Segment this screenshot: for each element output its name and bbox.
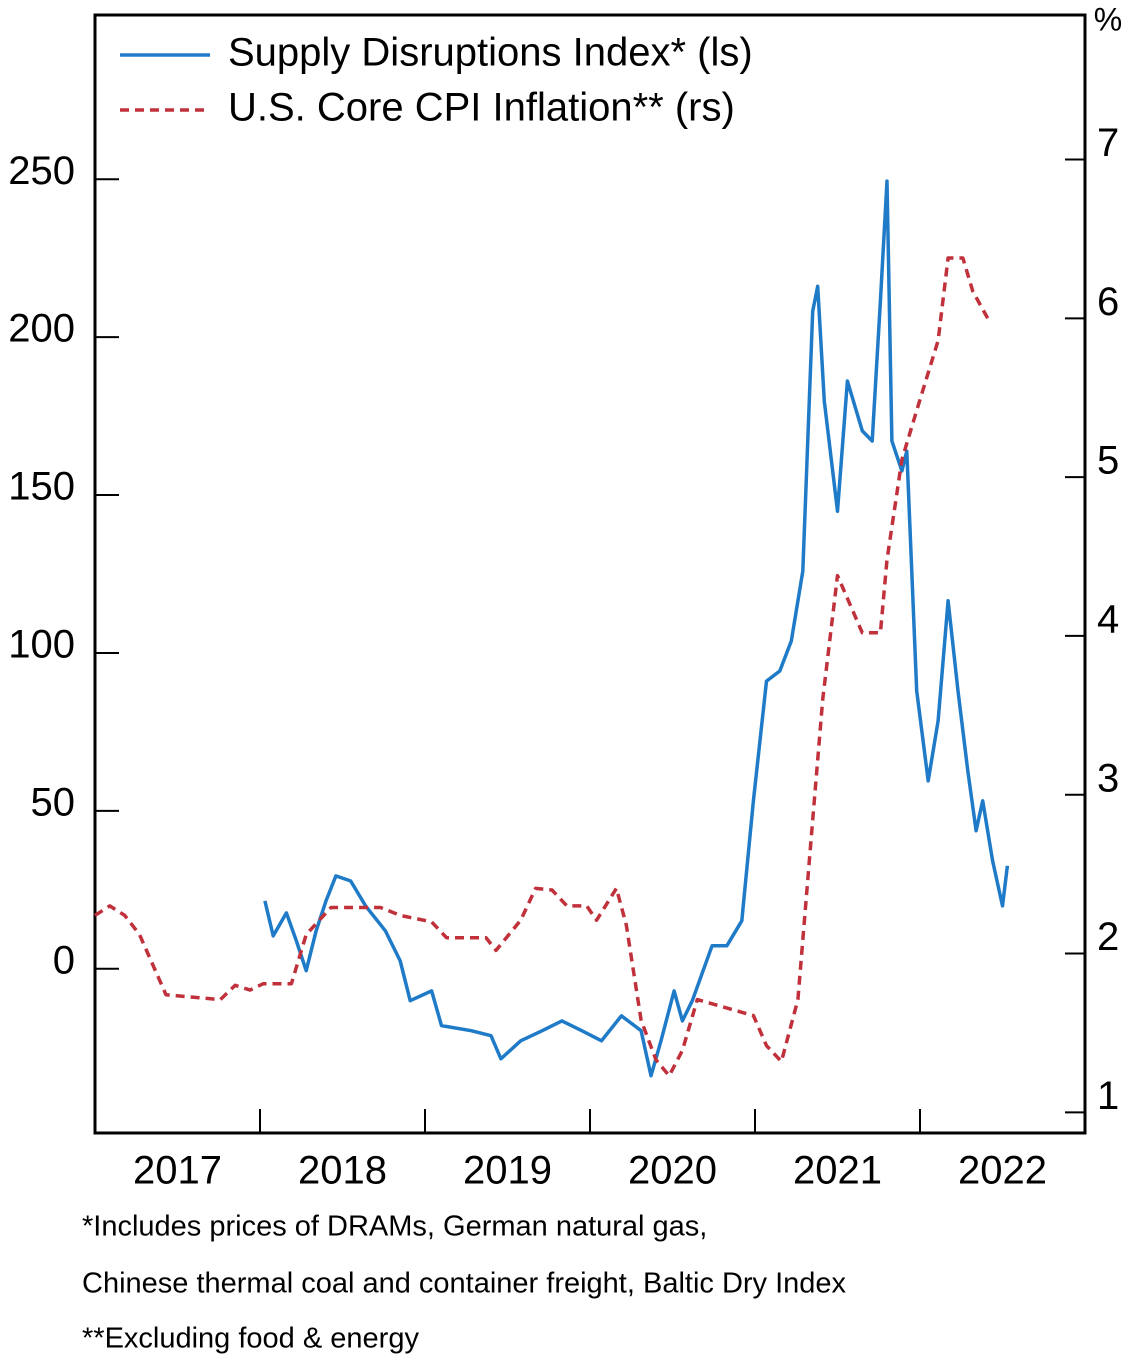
legend-label: Supply Disruptions Index* (ls) (228, 31, 753, 75)
y2-tick-label: 3 (1097, 756, 1119, 800)
y-tick-label: 150 (8, 465, 75, 509)
y2-unit: % (1094, 1, 1122, 37)
x-tick-label: 2018 (298, 1149, 387, 1193)
y-tick-label: 250 (8, 149, 75, 193)
series-line (94, 256, 990, 1078)
x-tick-label: 2017 (133, 1149, 222, 1193)
y2-tick-label: 5 (1097, 439, 1119, 483)
x-tick-label: 2021 (793, 1149, 882, 1193)
y-tick-label: 200 (8, 307, 75, 351)
y2-tick-label: 1 (1097, 1074, 1119, 1118)
y-tick-label: 0 (53, 938, 75, 982)
series-line (263, 179, 1010, 1078)
y2-tick-label: 7 (1097, 121, 1119, 165)
legend-label: U.S. Core CPI Inflation** (rs) (228, 86, 735, 130)
y2-tick-label: 4 (1097, 597, 1119, 641)
footnote: **Excluding food & energy (82, 1323, 419, 1355)
y2-tick-label: 6 (1097, 280, 1119, 324)
x-tick-label: 2019 (463, 1149, 552, 1193)
y2-tick-label: 2 (1097, 915, 1119, 959)
y-tick-label: 100 (8, 623, 75, 667)
plot-frame (93, 13, 1087, 1135)
footnote: *Includes prices of DRAMs, German natura… (82, 1211, 707, 1243)
footnote: Chinese thermal coal and container freig… (82, 1268, 847, 1300)
y-tick-label: 50 (31, 780, 76, 824)
x-tick-label: 2020 (628, 1149, 717, 1193)
x-tick-label: 2022 (958, 1149, 1047, 1193)
